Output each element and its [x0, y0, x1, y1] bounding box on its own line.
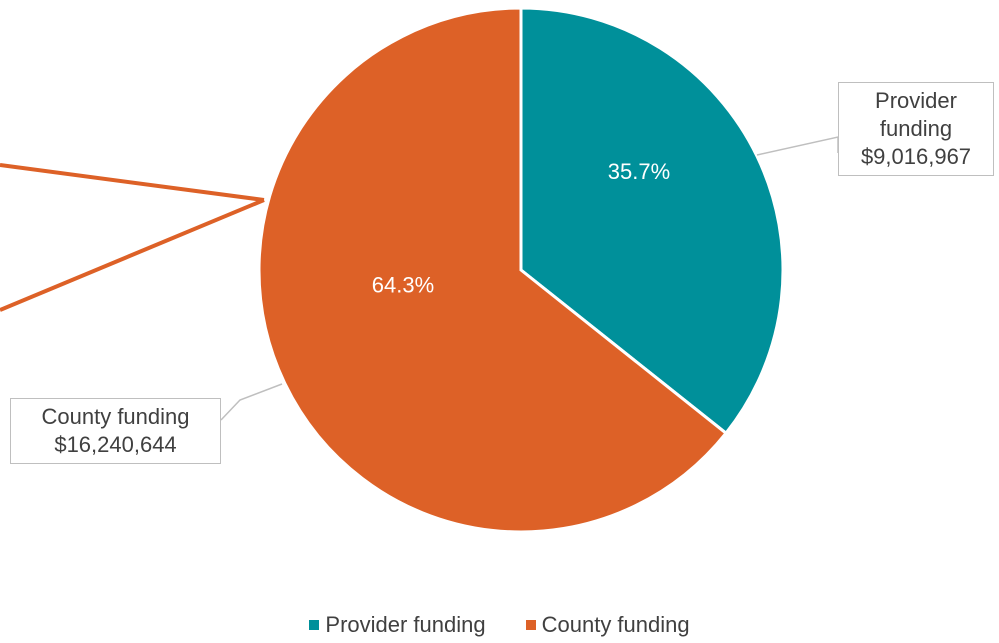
legend-swatch	[525, 620, 536, 630]
data-callout: County funding $16,240,644	[10, 398, 221, 464]
leader-line	[756, 136, 839, 156]
pie-slice	[519, 6, 785, 436]
legend-label: Provider funding	[325, 612, 486, 637]
legend-item: County funding	[525, 612, 690, 638]
leader-line	[220, 383, 283, 421]
legend-item: Provider funding	[309, 612, 486, 638]
legend: Provider funding County funding	[0, 612, 999, 638]
pie-slice	[257, 6, 729, 534]
data-callout: Provider funding $9,016,967	[838, 82, 994, 176]
legend-swatch	[309, 620, 320, 630]
callout-amount: $9,016,967	[860, 144, 972, 169]
connector-line	[0, 198, 265, 312]
callout-name: Provider funding	[875, 88, 957, 141]
slice-label: 64.3%	[372, 273, 434, 298]
legend-label: County funding	[541, 612, 690, 637]
callout-name: County funding	[41, 404, 190, 429]
slice-label: 35.7%	[608, 159, 670, 184]
callout-amount: $16,240,644	[54, 432, 177, 457]
connector-line	[0, 163, 265, 202]
pie: 35.7% 64.3%	[257, 6, 785, 534]
